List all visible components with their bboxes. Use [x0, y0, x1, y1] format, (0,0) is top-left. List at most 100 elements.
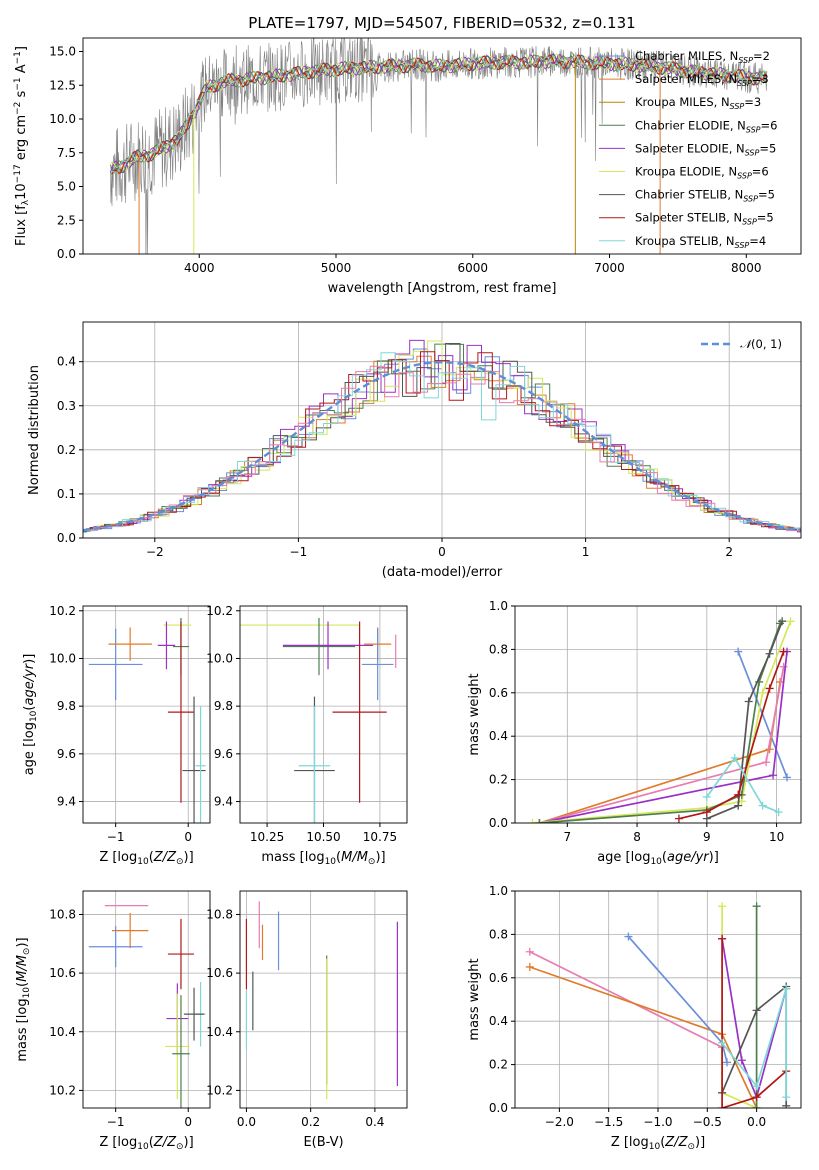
- legend-text: Salpeter ELODIE, N: [635, 141, 745, 155]
- weight-line: [539, 666, 785, 823]
- y-tick-label: 0.0: [57, 247, 76, 261]
- axes-frame: [514, 890, 802, 1109]
- x-tick-label: 7000: [594, 261, 625, 275]
- y-tick-label: 5.0: [57, 180, 76, 194]
- legend-text: =2: [753, 49, 770, 63]
- model-line-salpeter-elodie: [109, 53, 768, 172]
- x-tick-label: 10.50: [306, 830, 340, 844]
- label-part: (: [15, 982, 30, 987]
- axes-mass_vs_EBV: 0.0 0.2 0.4 10.2 10.4 10.6 10.8 E(B-V): [206, 890, 408, 1150]
- legend-label: Salpeter ELODIE, NSSP=5: [635, 141, 776, 157]
- label-part: 10: [14, 183, 29, 200]
- label-part: )]: [22, 654, 37, 664]
- weight-line: [721, 984, 788, 1106]
- x-tick-label: −1: [107, 830, 125, 844]
- weight-marker: [752, 1093, 761, 1102]
- legend-text: =3: [752, 72, 769, 86]
- plot-area-residuals: [83, 339, 801, 533]
- legend-sub: SSP: [737, 172, 752, 181]
- label-part: (: [22, 706, 37, 711]
- weight-marker: [734, 790, 743, 799]
- label-part: −2: [13, 102, 23, 115]
- label-part: (: [662, 850, 667, 865]
- weight-marker: [674, 814, 683, 823]
- weight-line: [721, 906, 757, 1108]
- y-tick-label: 0.0: [57, 531, 76, 545]
- y-axis-label: mass [log10(M/M⊙)]: [15, 937, 32, 1061]
- label-part: ⊙: [687, 1142, 695, 1152]
- legend-sub: SSP: [743, 195, 758, 204]
- weight-marker: [737, 1056, 746, 1065]
- y-tick-label: 10.8: [49, 907, 76, 921]
- weight-marker: [718, 902, 727, 911]
- histogram-step-line: [83, 351, 801, 531]
- weight-marker: [765, 649, 774, 658]
- x-axis-label: age [log10(age/yr)]: [597, 850, 719, 867]
- weight-line: [678, 651, 785, 820]
- plot-layer: 4000 5000 6000 7000 80000.02.55.07.510.012.5…: [13, 37, 802, 1152]
- weight-marker: [782, 1101, 791, 1108]
- label-part: A: [14, 64, 29, 77]
- weight-line: [721, 938, 788, 1100]
- label-part: wavelength [Angstrom, rest frame]: [328, 281, 557, 296]
- label-part: Flux [f: [14, 205, 29, 246]
- legend-label: Salpeter MILES, NSSP=3: [635, 72, 769, 88]
- y-tick-label: 10.6: [206, 966, 233, 980]
- legend-sub: SSP: [745, 148, 760, 157]
- axes-age_vs_Z: −1 09.49.69.810.010.2Z [log10(Z/Z⊙)]age […: [22, 604, 211, 867]
- legend-text: Kroupa STELIB, N: [635, 234, 735, 248]
- x-axis-label: E(B-V): [303, 1135, 343, 1150]
- weight-marker: [783, 773, 792, 782]
- label-part: age/yr: [22, 662, 37, 705]
- label-part: (: [149, 1135, 154, 1150]
- axes-residuals: −2 −1 0 1 2 0.0 0.1 0.2 0.3 0.4 𝒩(0, 1) (data-model…: [27, 321, 802, 580]
- legend-text: =6: [752, 165, 769, 179]
- x-tick-label: 0.2: [301, 1115, 320, 1129]
- plot-area-weight_vs_Z: [525, 902, 791, 1108]
- x-axis-label: wavelength [Angstrom, rest frame]: [328, 281, 557, 296]
- label-part: age/yr: [667, 850, 710, 865]
- y-tick-label: 10.4: [206, 1025, 233, 1039]
- weight-marker: [528, 819, 537, 823]
- label-part: −1: [13, 51, 23, 64]
- y-tick-label: 0.2: [489, 1058, 508, 1072]
- y-tick-label: 7.5: [57, 146, 76, 160]
- label-part: )]: [695, 1135, 705, 1150]
- y-tick-label: 10.2: [206, 1083, 233, 1097]
- y-axis-label: Flux [fλ10−17 erg cm−2 s−1 A−1]: [13, 46, 31, 246]
- label-part: ]: [14, 46, 29, 51]
- y-tick-label: 12.5: [49, 78, 76, 92]
- label-part: M/M: [341, 850, 368, 865]
- weight-marker: [782, 984, 791, 993]
- weight-marker: [535, 819, 544, 823]
- label-part: Z [log: [99, 1135, 137, 1150]
- model-line-kroupa-stelib: [110, 54, 768, 175]
- y-tick-label: 10.6: [49, 966, 76, 980]
- weight-marker: [765, 684, 774, 693]
- weight-line: [529, 951, 723, 1048]
- label-part: 10: [649, 1142, 661, 1152]
- label-part: Z [log: [611, 1135, 649, 1150]
- x-tick-label: 5000: [321, 261, 352, 275]
- legend-sub: SSP: [730, 102, 745, 111]
- weight-marker: [723, 1058, 732, 1067]
- x-tick-label: 8: [633, 830, 641, 844]
- axes-frame: [82, 605, 211, 824]
- label-part: Normed distribution: [27, 365, 42, 495]
- label-part: mass weight: [467, 958, 482, 1040]
- legend-text: =5: [759, 141, 776, 155]
- x-tick-label: 10.25: [250, 830, 284, 844]
- label-part: )]: [709, 850, 719, 865]
- weight-marker: [702, 792, 711, 801]
- weight-line: [721, 938, 787, 1108]
- y-tick-label: 15.0: [49, 45, 76, 59]
- plot-area-weight_vs_age: [528, 617, 795, 823]
- x-tick-label: 10: [769, 830, 784, 844]
- legend-sub: SSP: [742, 218, 757, 227]
- legend-text: =6: [761, 118, 778, 132]
- model-line-chabrier-elodie: [110, 54, 768, 174]
- legend-text: (0, 1): [751, 337, 782, 351]
- label-part: M/M: [15, 955, 30, 982]
- axes-frame: [82, 321, 802, 539]
